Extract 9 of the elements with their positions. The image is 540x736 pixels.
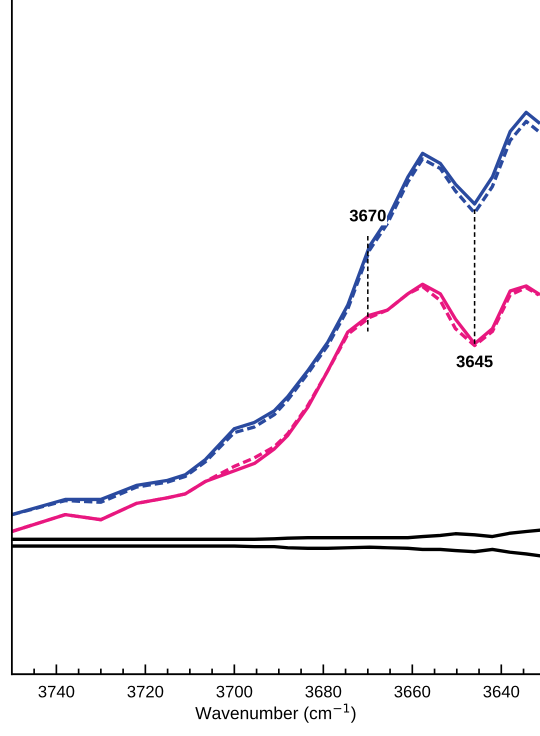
x-tick-label: 3680 xyxy=(305,686,342,698)
annotation: 3670 xyxy=(350,210,386,222)
annotation: 3645 xyxy=(456,356,493,368)
x-tick-label: 3720 xyxy=(127,686,164,698)
x-tick-label: 3700 xyxy=(216,686,252,698)
x-axis-title: Wavenumber (cm$^{−1}$) xyxy=(195,704,356,723)
x-tick-label: 3740 xyxy=(38,686,74,698)
x-tick-label: 3640 xyxy=(483,686,520,698)
x-tick-label: 3660 xyxy=(394,686,430,698)
